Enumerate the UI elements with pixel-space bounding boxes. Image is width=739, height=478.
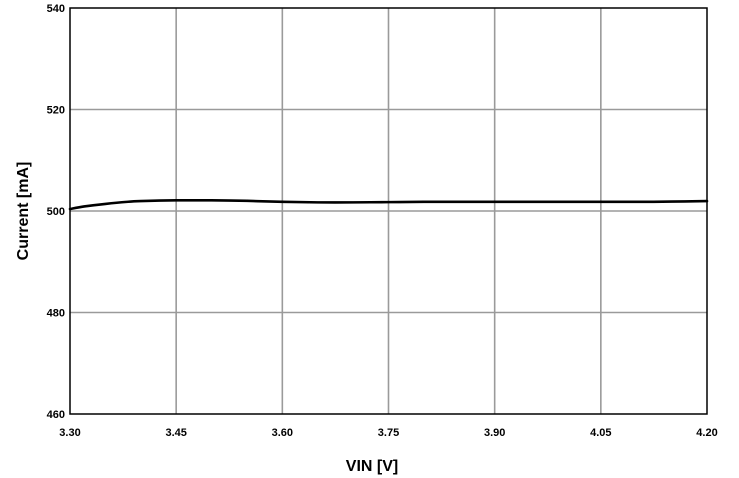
x-tick-labels: 3.30 3.45 3.60 3.75 3.90 4.05 4.20 xyxy=(59,427,717,439)
plot-frame xyxy=(69,7,708,415)
x-tick-label: 3.90 xyxy=(484,427,505,439)
y-tick-label: 480 xyxy=(47,308,65,320)
x-tick-label: 4.20 xyxy=(696,427,717,439)
y-tick-label: 520 xyxy=(47,105,65,117)
y-axis-title: Current [mA] xyxy=(15,162,32,261)
grid-lines xyxy=(70,8,707,414)
y-tick-labels: 460 480 500 520 540 xyxy=(47,3,65,421)
x-tick-label: 3.30 xyxy=(59,427,80,439)
series-line-current xyxy=(68,198,709,211)
x-tick-label: 3.75 xyxy=(378,427,399,439)
x-tick-label: 4.05 xyxy=(590,427,611,439)
y-tick-label: 500 xyxy=(47,206,65,218)
x-tick-label: 3.60 xyxy=(272,427,293,439)
x-tick-label: 3.45 xyxy=(165,427,186,439)
y-tick-label: 460 xyxy=(47,409,65,421)
x-axis-title: VIN [V] xyxy=(346,458,398,475)
y-tick-label: 540 xyxy=(47,3,65,15)
series-layer xyxy=(68,198,709,211)
